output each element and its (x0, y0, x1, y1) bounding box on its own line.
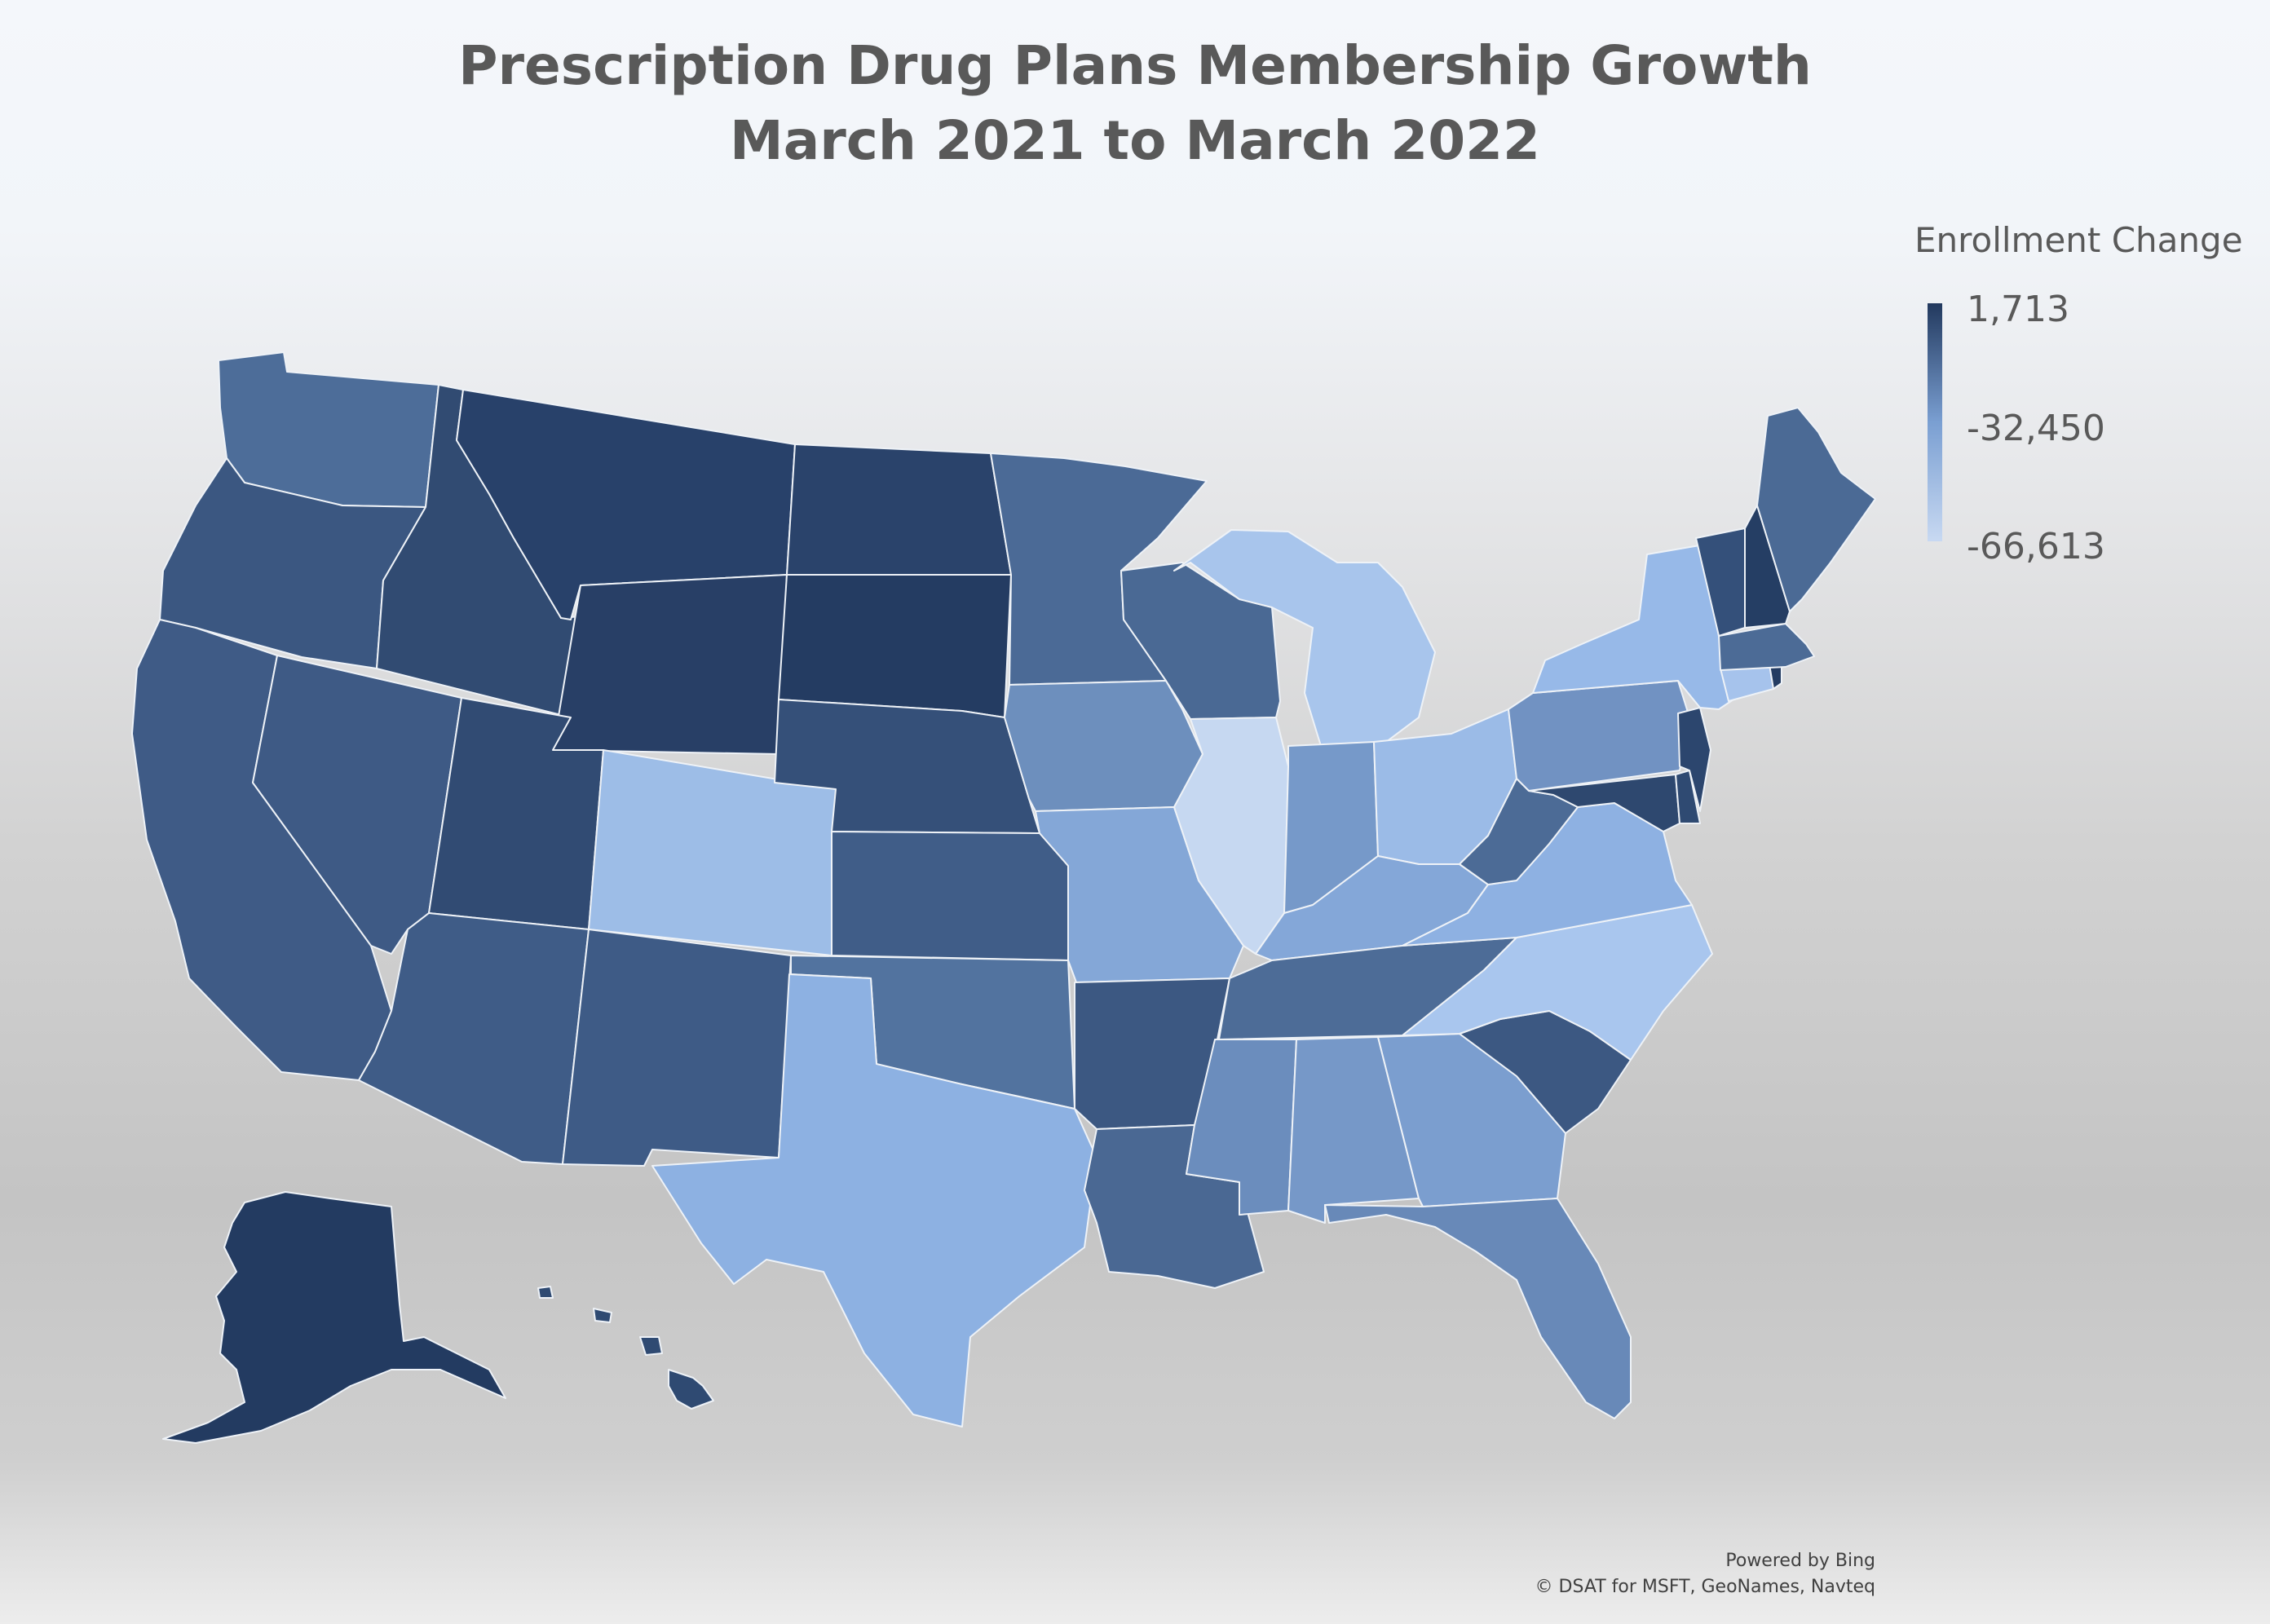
state-NM[interactable] (562, 929, 792, 1167)
state-NC[interactable] (1402, 904, 1713, 1061)
state-MI[interactable] (1173, 529, 1436, 747)
hawaii-island-maui (639, 1336, 663, 1356)
state-DE[interactable] (1675, 770, 1701, 824)
state-OR[interactable] (159, 457, 426, 669)
state-FL[interactable] (1324, 1198, 1632, 1419)
legend-min-label: -66,613 (1967, 526, 2105, 567)
hawaii-island-oahu (593, 1308, 612, 1323)
state-IL[interactable] (1173, 717, 1289, 955)
state-SD[interactable] (778, 574, 1012, 718)
state-WI[interactable] (1120, 562, 1281, 720)
state-AK[interactable] (162, 1191, 506, 1444)
map-title-line-2: March 2021 to March 2022 (730, 109, 1540, 172)
legend-max-label: 1,713 (1967, 289, 2069, 330)
state-TX[interactable] (651, 973, 1097, 1428)
state-IA[interactable] (1004, 680, 1203, 812)
state-NH[interactable] (1744, 505, 1791, 629)
legend-mid-label: -32,450 (1967, 408, 2105, 449)
state-ND[interactable] (786, 444, 1012, 576)
state-ME[interactable] (1756, 407, 1876, 612)
legend-color-scale (1928, 303, 1942, 541)
state-KS[interactable] (831, 831, 1069, 961)
copyright-credit: © DSAT for MSFT, GeoNames, Navteq (1535, 1577, 1875, 1597)
powered-by-credit: Powered by Bing (1725, 1551, 1875, 1571)
hawaii-island-kauai (537, 1286, 554, 1299)
state-HI[interactable] (668, 1369, 714, 1410)
state-WY[interactable] (552, 574, 788, 755)
state-PA[interactable] (1508, 680, 1690, 792)
legend-title: Enrollment Change (1914, 220, 2243, 260)
map-title-line-1: Prescription Drug Plans Membership Growt… (458, 34, 1812, 97)
